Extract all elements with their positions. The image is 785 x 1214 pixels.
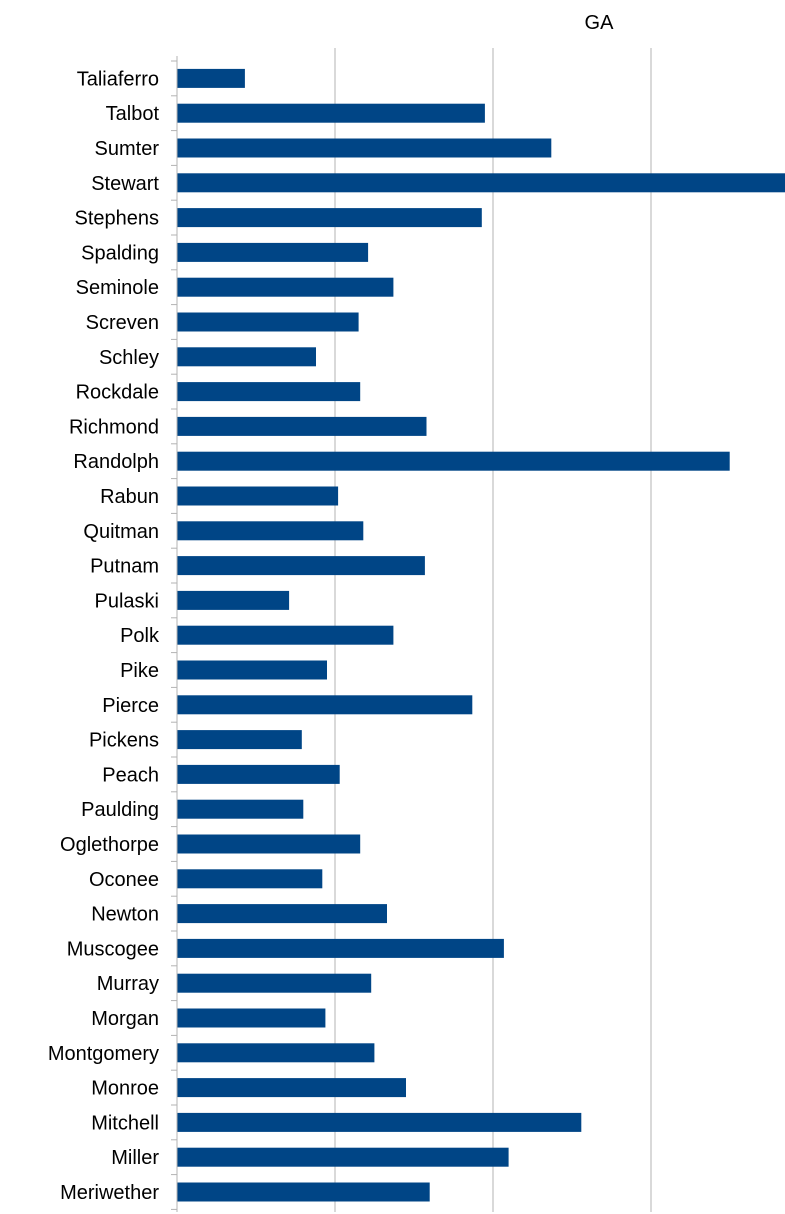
bar-pike <box>177 660 327 680</box>
bar-pickens <box>177 730 302 750</box>
bar-pierce <box>177 695 473 715</box>
category-label: Screven <box>86 312 159 334</box>
category-label: Pickens <box>89 730 159 752</box>
category-label: Rockdale <box>76 382 159 404</box>
category-label: Morgan <box>91 1008 159 1030</box>
category-label: Sumter <box>95 138 160 160</box>
category-label: Talbot <box>106 103 160 125</box>
bar-monroe <box>177 1078 406 1098</box>
category-label: Spalding <box>81 242 159 264</box>
category-label: Polk <box>120 625 160 647</box>
bar-richmond <box>177 416 427 436</box>
bar-seminole <box>177 277 394 297</box>
category-label: Meriwether <box>60 1182 159 1204</box>
bar-morgan <box>177 1008 326 1028</box>
bar-rockdale <box>177 382 361 402</box>
bar-taliaferro <box>177 68 245 88</box>
bar-talbot <box>177 103 485 123</box>
bar-stewart <box>177 173 785 193</box>
bar-spalding <box>177 242 369 262</box>
category-label: Oconee <box>89 869 159 891</box>
bar-polk <box>177 625 394 645</box>
bar-stephens <box>177 208 482 228</box>
category-label: Randolph <box>73 451 159 473</box>
bar-oglethorpe <box>177 834 361 854</box>
chart-title: GA <box>585 12 615 34</box>
category-label: Taliaferro <box>77 68 159 90</box>
bar-rabun <box>177 486 339 506</box>
category-label: Murray <box>97 973 159 995</box>
bar-montgomery <box>177 1043 375 1063</box>
category-label: Pike <box>120 660 159 682</box>
category-label: Quitman <box>83 521 159 543</box>
bar-quitman <box>177 521 364 541</box>
category-label: Oglethorpe <box>60 834 159 856</box>
category-label: Pulaski <box>95 590 159 612</box>
category-label: Montgomery <box>48 1043 159 1065</box>
bar-muscogee <box>177 938 504 958</box>
category-label: Pierce <box>102 695 159 717</box>
category-label: Seminole <box>76 277 159 299</box>
category-label: Mitchell <box>91 1112 159 1134</box>
bar-miller <box>177 1147 509 1167</box>
bar-oconee <box>177 869 323 889</box>
bar-peach <box>177 764 340 784</box>
category-label: Miller <box>111 1147 159 1169</box>
bar-murray <box>177 973 372 993</box>
bar-putnam <box>177 556 425 576</box>
category-label: Rabun <box>100 486 159 508</box>
category-label: Stephens <box>74 208 159 230</box>
bar-paulding <box>177 799 304 819</box>
bar-newton <box>177 904 387 924</box>
bar-pulaski <box>177 590 290 610</box>
category-labels: Taliaferro Talbot Sumter Stewart Stephens Spa… <box>48 68 160 1204</box>
category-label: Putnam <box>90 556 159 578</box>
bar-mitchell <box>177 1112 582 1132</box>
bar-meriwether <box>177 1182 430 1202</box>
bar-schley <box>177 347 316 367</box>
category-label: Muscogee <box>67 938 159 960</box>
bar-screven <box>177 312 359 332</box>
category-label: Stewart <box>91 173 159 195</box>
category-label: Newton <box>91 904 159 926</box>
category-label: Paulding <box>81 799 159 821</box>
category-label: Richmond <box>69 416 159 438</box>
bar-sumter <box>177 138 552 158</box>
category-label: Monroe <box>91 1078 159 1100</box>
y-axis <box>171 56 178 1212</box>
category-label: Peach <box>102 764 159 786</box>
bars <box>177 68 785 1202</box>
bar-randolph <box>177 451 730 471</box>
category-label: Schley <box>99 347 159 369</box>
